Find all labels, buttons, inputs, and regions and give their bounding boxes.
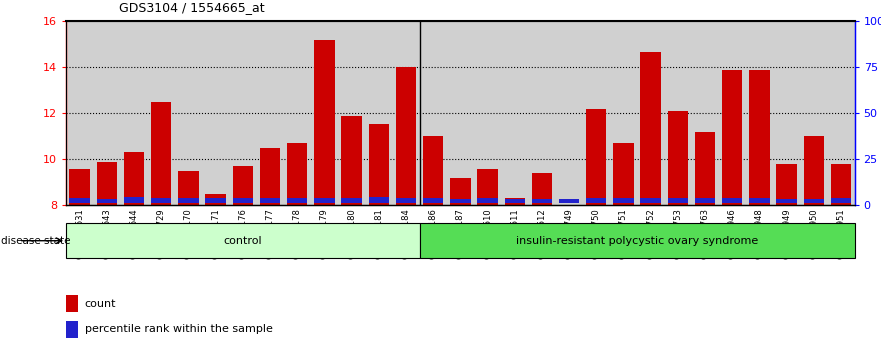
Text: control: control [224, 236, 263, 246]
Bar [368, 124, 389, 205]
Bar [315, 40, 335, 205]
Bar [529, 21, 556, 205]
Bar [338, 21, 365, 205]
Bar [284, 21, 311, 205]
Bar [229, 21, 256, 205]
Bar [70, 169, 90, 205]
Bar [97, 161, 117, 205]
Bar [722, 198, 743, 204]
Bar [260, 198, 280, 204]
Bar [586, 109, 606, 205]
Bar [749, 198, 770, 204]
Bar [256, 21, 284, 205]
Bar [613, 143, 633, 205]
Bar [532, 173, 552, 205]
Bar [368, 197, 389, 204]
Bar [746, 21, 773, 205]
Bar [365, 21, 392, 205]
Bar [233, 198, 253, 204]
Bar [121, 21, 148, 205]
Bar [474, 21, 501, 205]
Bar [423, 198, 443, 204]
Bar [505, 199, 525, 204]
Bar [478, 198, 498, 204]
Bar [450, 178, 470, 205]
Text: GDS3104 / 1554665_at: GDS3104 / 1554665_at [119, 1, 264, 14]
Bar [341, 115, 362, 205]
Bar [776, 164, 796, 205]
Bar [640, 198, 661, 204]
Bar [392, 21, 419, 205]
Bar [205, 194, 226, 205]
Bar [695, 198, 715, 204]
Bar [556, 21, 582, 205]
Bar [396, 198, 416, 204]
Bar [776, 199, 796, 204]
Text: percentile rank within the sample: percentile rank within the sample [85, 324, 272, 334]
Bar [637, 21, 664, 205]
Bar [447, 21, 474, 205]
Bar [831, 198, 851, 204]
Bar [174, 21, 202, 205]
Bar [773, 21, 800, 205]
Bar [803, 136, 824, 205]
Bar [66, 295, 78, 312]
Bar [640, 52, 661, 205]
Bar [151, 102, 172, 205]
Bar [287, 143, 307, 205]
Bar [97, 199, 117, 204]
Bar [341, 198, 362, 204]
Bar [501, 21, 529, 205]
Bar [151, 198, 172, 204]
Text: count: count [85, 299, 116, 309]
Bar [505, 198, 525, 205]
Bar [610, 21, 637, 205]
Text: disease state: disease state [1, 236, 70, 246]
Bar [419, 21, 447, 205]
Bar [582, 21, 610, 205]
Bar [668, 198, 688, 204]
Bar [749, 70, 770, 205]
Bar [66, 21, 93, 205]
Bar [613, 198, 633, 204]
Bar [827, 21, 855, 205]
Bar [260, 148, 280, 205]
Bar [396, 67, 416, 205]
Bar [695, 132, 715, 205]
Bar [668, 111, 688, 205]
Bar [287, 198, 307, 204]
Bar [803, 199, 824, 204]
Bar [692, 21, 719, 205]
Text: insulin-resistant polycystic ovary syndrome: insulin-resistant polycystic ovary syndr… [516, 236, 759, 246]
Bar [586, 198, 606, 204]
Bar [66, 321, 78, 338]
Bar [178, 198, 198, 204]
Bar [70, 198, 90, 204]
Bar [419, 223, 855, 258]
Bar [559, 199, 580, 204]
Bar [423, 136, 443, 205]
Bar [202, 21, 229, 205]
Bar [315, 198, 335, 204]
Bar [148, 21, 174, 205]
Bar [233, 166, 253, 205]
Bar [124, 152, 144, 205]
Bar [722, 70, 743, 205]
Bar [478, 169, 498, 205]
Bar [664, 21, 692, 205]
Bar [719, 21, 746, 205]
Bar [93, 21, 121, 205]
Bar [205, 198, 226, 204]
Bar [311, 21, 338, 205]
Bar [800, 21, 827, 205]
Bar [178, 171, 198, 205]
Bar [532, 199, 552, 204]
Bar [66, 223, 419, 258]
Bar [450, 199, 470, 204]
Bar [831, 164, 851, 205]
Bar [124, 197, 144, 204]
